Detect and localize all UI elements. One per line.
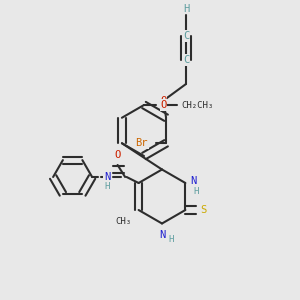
Text: C: C xyxy=(183,55,189,65)
Text: N: N xyxy=(159,230,165,239)
Text: O: O xyxy=(160,95,166,106)
Text: S: S xyxy=(200,205,207,215)
Text: Br: Br xyxy=(136,138,148,148)
Text: N: N xyxy=(190,176,196,187)
Text: CH₃: CH₃ xyxy=(116,218,132,226)
Text: C: C xyxy=(183,31,189,41)
Text: N: N xyxy=(104,172,110,182)
Text: O: O xyxy=(160,100,167,110)
Text: H: H xyxy=(183,4,189,14)
Text: H: H xyxy=(105,182,110,191)
Text: O: O xyxy=(115,151,121,160)
Text: H: H xyxy=(168,235,173,244)
Text: H: H xyxy=(194,187,199,196)
Text: CH₂CH₃: CH₂CH₃ xyxy=(182,100,214,109)
